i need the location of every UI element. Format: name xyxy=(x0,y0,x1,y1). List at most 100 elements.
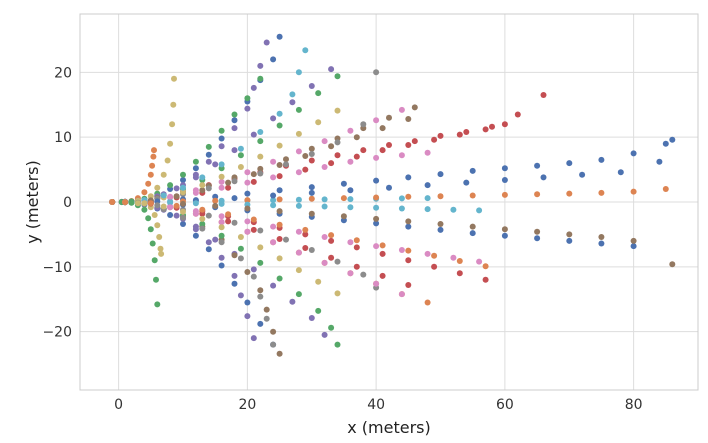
data-point xyxy=(276,173,283,180)
data-point xyxy=(250,335,257,342)
data-point xyxy=(250,273,257,280)
data-point xyxy=(347,204,354,211)
data-point xyxy=(109,199,116,205)
data-point xyxy=(154,202,161,209)
data-point xyxy=(630,150,637,157)
data-point xyxy=(566,237,573,244)
data-point xyxy=(199,182,206,189)
data-point xyxy=(328,143,335,150)
data-point xyxy=(231,147,238,154)
data-point xyxy=(373,154,380,161)
data-point xyxy=(302,47,309,54)
data-point xyxy=(340,213,347,220)
data-point xyxy=(244,299,251,306)
data-point xyxy=(231,111,238,118)
data-point xyxy=(212,236,219,243)
data-point xyxy=(579,171,586,178)
data-point xyxy=(218,178,225,185)
data-point xyxy=(192,158,199,165)
data-point xyxy=(199,221,206,227)
data-point xyxy=(205,151,212,158)
data-point xyxy=(289,298,296,305)
data-point xyxy=(656,158,663,165)
data-point xyxy=(405,174,412,181)
data-point xyxy=(302,166,309,173)
data-point xyxy=(218,262,225,269)
data-point xyxy=(263,306,270,313)
data-point xyxy=(276,110,283,117)
data-point xyxy=(347,187,354,194)
data-point xyxy=(334,139,341,146)
data-point xyxy=(167,199,174,206)
data-point xyxy=(340,180,347,187)
data-point xyxy=(373,194,380,201)
data-point xyxy=(373,215,380,222)
data-point xyxy=(630,243,637,250)
data-point xyxy=(153,276,159,283)
data-point xyxy=(353,237,360,244)
data-point xyxy=(469,223,476,230)
data-point xyxy=(405,282,412,288)
data-point xyxy=(244,190,251,197)
data-point xyxy=(405,223,412,230)
data-point xyxy=(411,138,418,145)
data-point xyxy=(373,220,380,227)
data-point xyxy=(141,206,148,213)
data-point xyxy=(289,99,296,106)
data-point xyxy=(218,213,225,220)
data-point xyxy=(154,301,161,308)
data-point xyxy=(231,252,238,259)
data-point xyxy=(212,161,219,168)
data-point xyxy=(257,75,264,82)
data-point xyxy=(308,184,315,191)
y-tick-label: 20 xyxy=(54,65,72,81)
data-point xyxy=(308,210,315,217)
data-point xyxy=(237,234,244,240)
data-point xyxy=(353,263,360,270)
data-point xyxy=(257,320,264,327)
data-point xyxy=(308,151,315,157)
data-point xyxy=(598,156,605,163)
data-point xyxy=(231,125,238,132)
data-point xyxy=(257,244,264,251)
data-point xyxy=(225,184,232,191)
x-tick-label: 60 xyxy=(496,397,514,413)
data-point xyxy=(347,127,354,134)
data-point xyxy=(237,145,244,152)
data-point xyxy=(437,171,444,178)
data-point xyxy=(154,222,161,229)
data-point xyxy=(501,177,508,183)
data-point xyxy=(540,174,547,181)
data-point xyxy=(151,147,157,154)
data-point xyxy=(501,232,508,239)
data-point xyxy=(353,134,360,141)
data-point xyxy=(218,254,225,261)
data-point xyxy=(167,212,174,218)
data-point xyxy=(244,228,251,235)
data-point xyxy=(501,191,508,198)
data-point xyxy=(489,123,495,130)
data-point xyxy=(263,39,270,46)
data-point xyxy=(270,56,277,63)
data-point xyxy=(141,200,148,207)
x-tick-label: 20 xyxy=(238,397,256,413)
data-point xyxy=(386,184,392,191)
data-point xyxy=(379,242,386,249)
data-point xyxy=(456,270,463,277)
data-point xyxy=(501,226,508,233)
data-point xyxy=(141,189,148,196)
data-point xyxy=(169,121,176,128)
data-point xyxy=(321,138,328,145)
data-point xyxy=(534,235,541,242)
data-point xyxy=(328,66,335,73)
data-point xyxy=(270,202,277,209)
data-point xyxy=(160,203,167,210)
data-point xyxy=(158,250,165,257)
data-point xyxy=(347,158,354,165)
data-point xyxy=(379,147,386,154)
data-point xyxy=(199,174,206,181)
data-point xyxy=(353,153,360,160)
data-point xyxy=(405,116,412,122)
data-point xyxy=(424,149,431,156)
data-point xyxy=(328,232,335,239)
